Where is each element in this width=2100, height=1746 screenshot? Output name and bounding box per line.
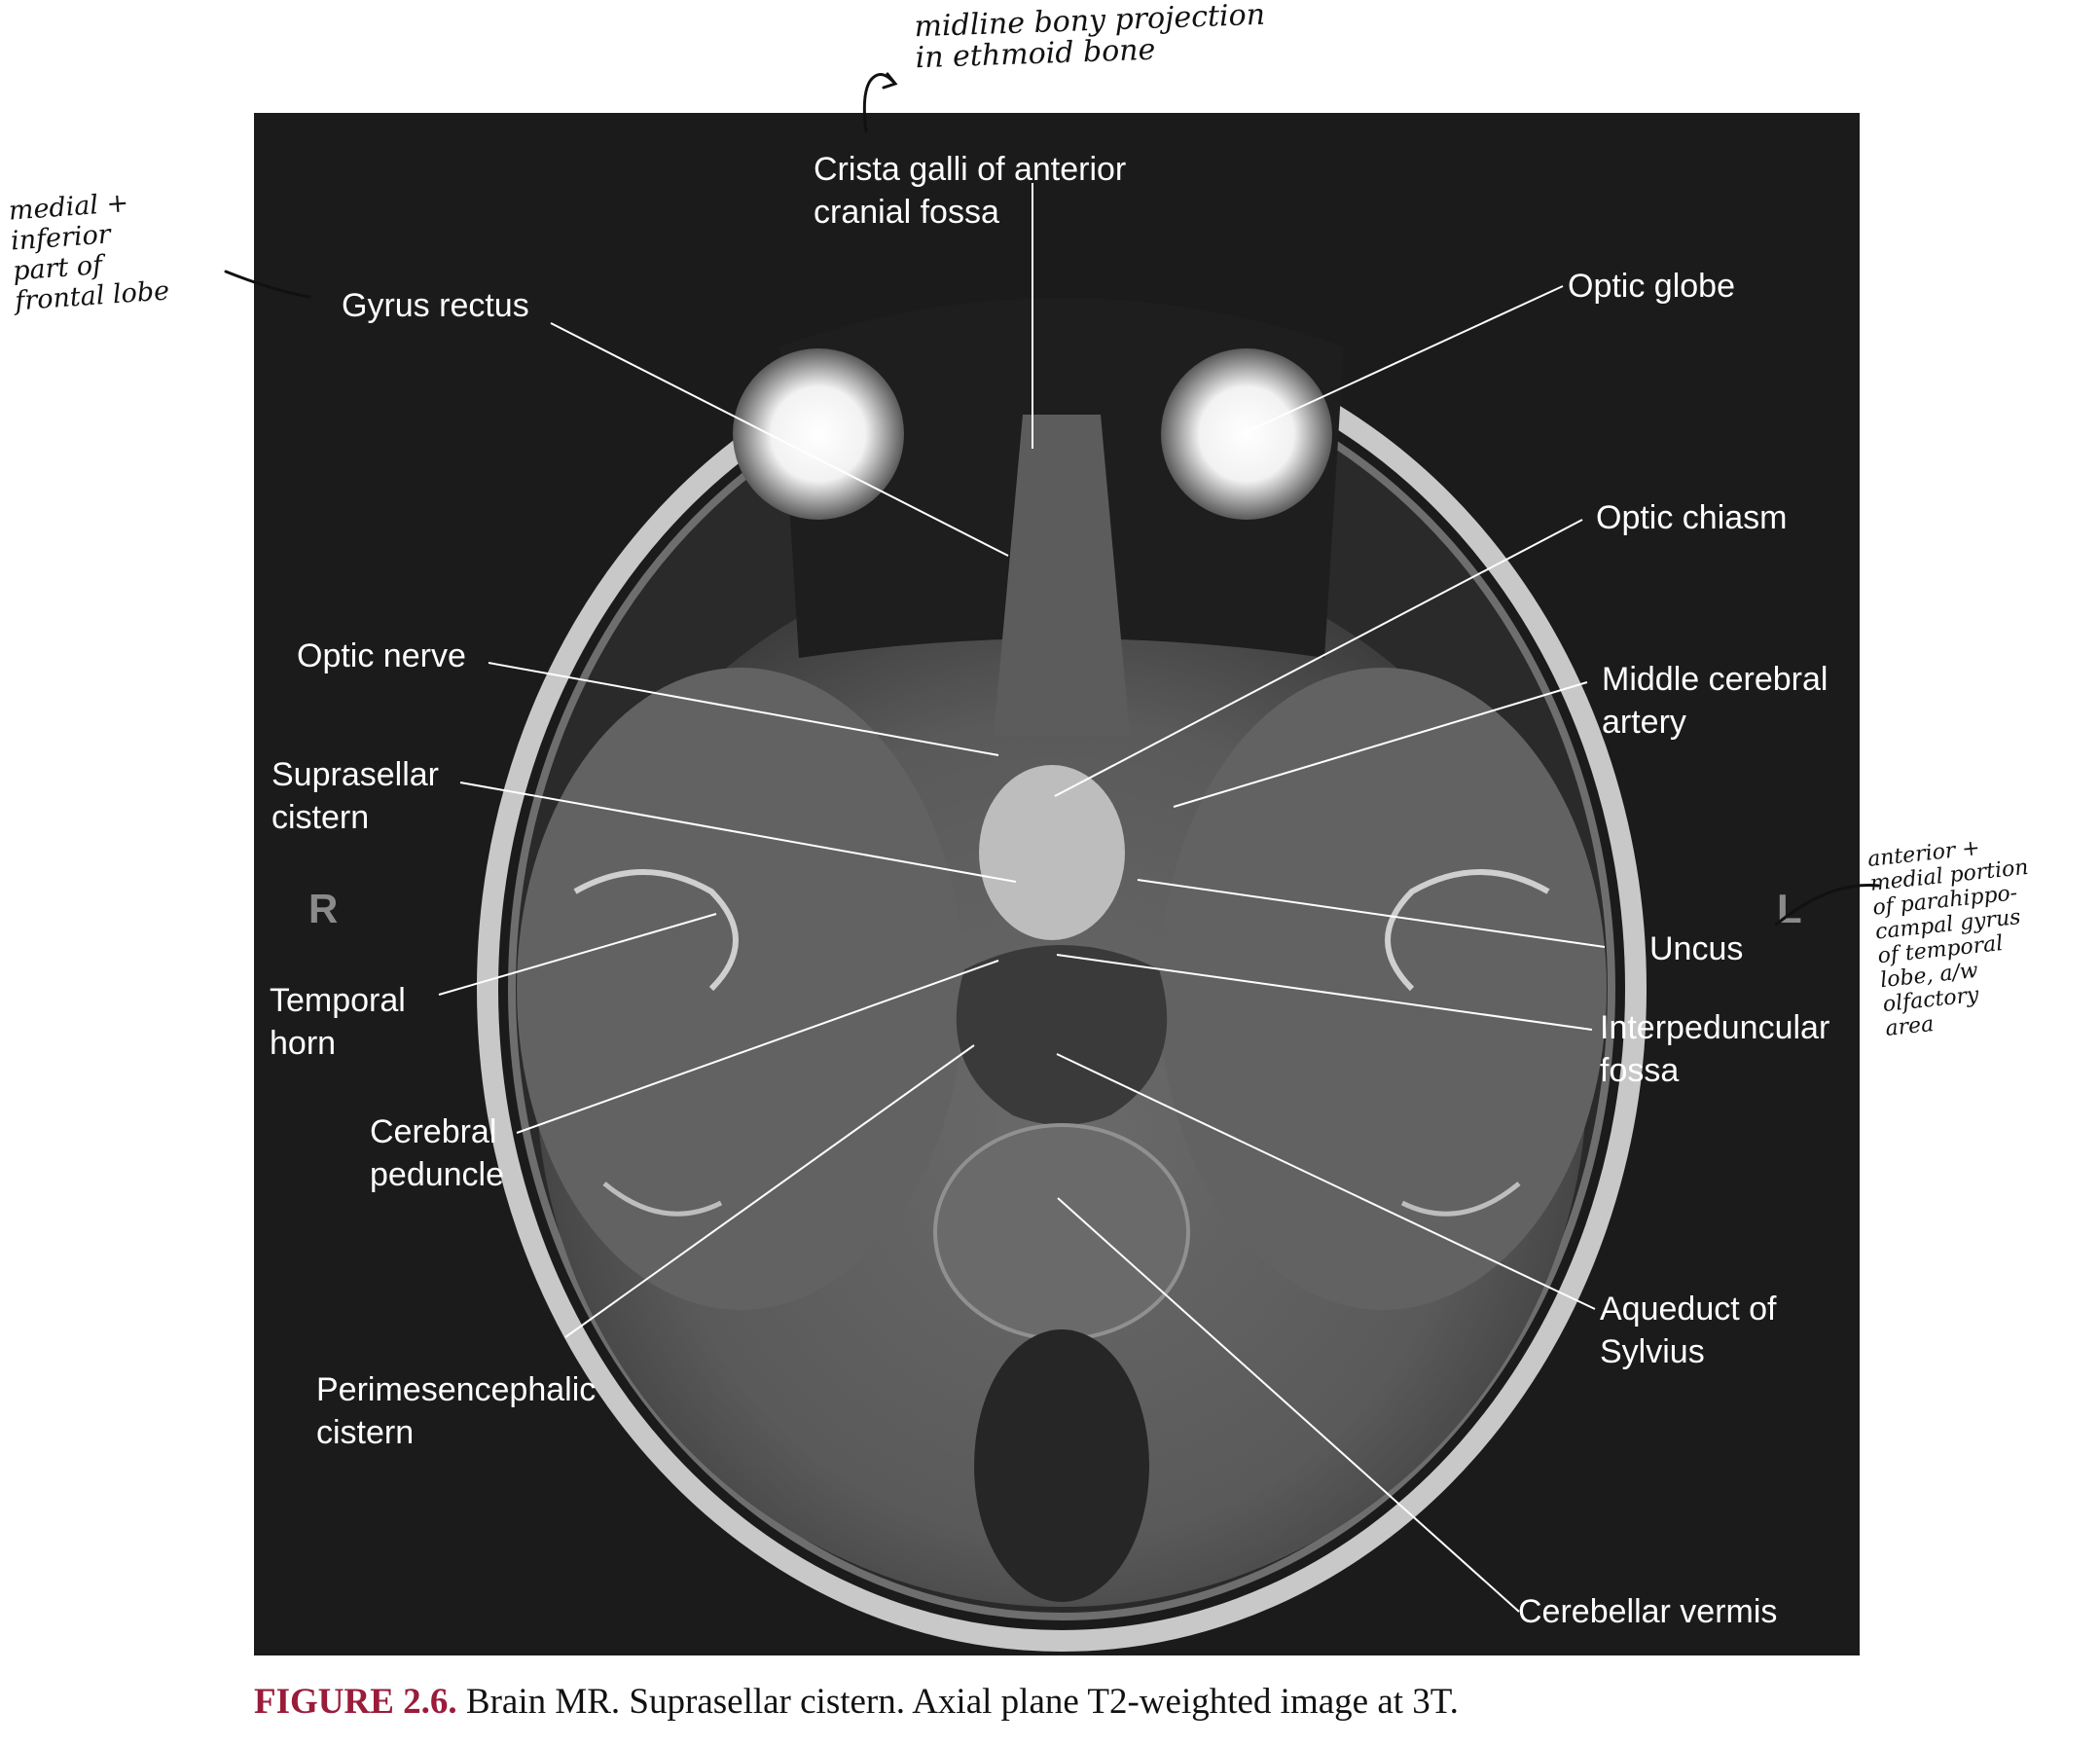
- leader-cerebral-peduncle: [516, 960, 999, 1134]
- handwritten-note-uncus: anterior + medial portion of parahippo- …: [1865, 835, 2030, 1041]
- leader-gyrus-rectus: [550, 322, 1009, 557]
- leader-aqueduct-of-sylvius: [1056, 1053, 1596, 1310]
- leader-interpeduncular-fossa: [1056, 954, 1593, 1031]
- label-interpeduncular-fossa: Interpeduncular fossa: [1600, 1009, 1830, 1089]
- leader-optic-globe: [1241, 285, 1564, 435]
- figure-caption-text: Brain MR. Suprasellar cistern. Axial pla…: [456, 1682, 1459, 1722]
- label-cerebellar-vermis: Cerebellar vermis: [1518, 1593, 1778, 1630]
- mri-figure-panel: R L Crista galli of anterior cranial fos…: [254, 113, 1860, 1655]
- label-uncus: Uncus: [1649, 930, 1744, 967]
- leader-suprasellar-cistern: [459, 782, 1017, 883]
- label-middle-cerebral-artery: Middle cerebral artery: [1602, 661, 1828, 741]
- figure-caption: FIGURE 2.6. Brain MR. Suprasellar cister…: [254, 1681, 1908, 1723]
- leader-middle-cerebral-artery: [1173, 681, 1588, 808]
- label-perimesencephalic-cistern: Perimesencephalic cistern: [316, 1371, 597, 1451]
- label-suprasellar-cistern: Suprasellar cistern: [272, 756, 439, 836]
- label-temporal-horn: Temporal horn: [270, 982, 406, 1062]
- label-gyrus-rectus: Gyrus rectus: [342, 287, 529, 324]
- figure-caption-number: FIGURE 2.6.: [254, 1682, 457, 1722]
- label-aqueduct-of-sylvius: Aqueduct of Sylvius: [1600, 1291, 1777, 1370]
- label-crista-galli: Crista galli of anterior cranial fossa: [814, 151, 1127, 231]
- right-side-marker: R: [308, 886, 339, 931]
- label-optic-globe: Optic globe: [1568, 268, 1735, 305]
- leader-cerebellar-vermis: [1057, 1197, 1520, 1613]
- label-optic-chiasm: Optic chiasm: [1596, 499, 1788, 536]
- handwritten-note-gyrus-rectus: medial + inferior part of frontal lobe: [7, 188, 171, 317]
- axial-brain-mri-image: [477, 298, 1647, 1652]
- leader-lines: [438, 183, 1606, 1613]
- label-optic-nerve: Optic nerve: [297, 637, 466, 674]
- leader-perimesencephalic-cistern: [564, 1044, 975, 1338]
- leader-uncus: [1137, 879, 1606, 948]
- label-cerebral-peduncle: Cerebral peduncle: [370, 1113, 505, 1193]
- handwritten-note-crista-galli: midline bony projection in ethmoid bone: [913, 0, 1266, 76]
- leader-temporal-horn: [438, 913, 717, 996]
- leader-optic-nerve: [488, 662, 999, 756]
- leader-optic-chiasm: [1054, 519, 1583, 797]
